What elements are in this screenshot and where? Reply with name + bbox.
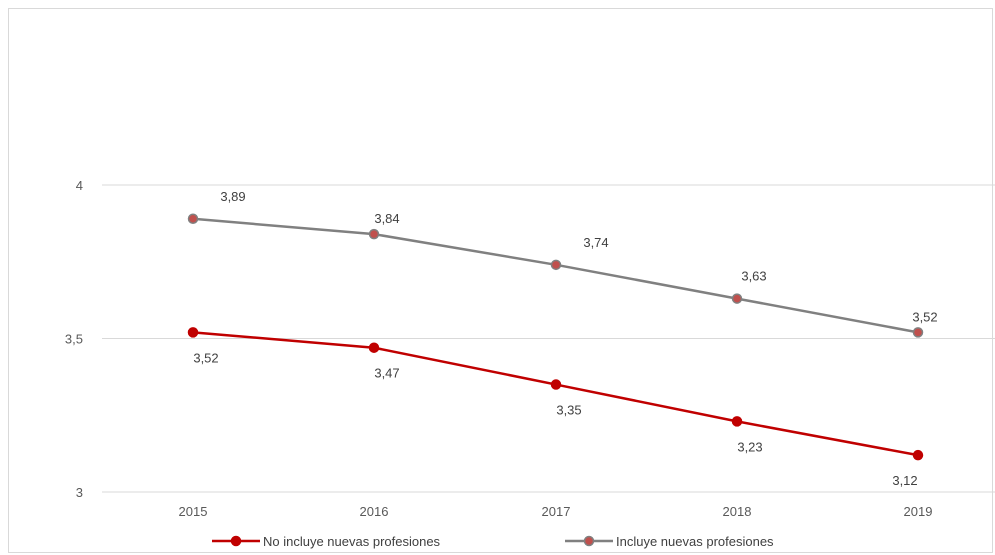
legend-swatch-marker	[583, 535, 595, 547]
data-point	[731, 293, 743, 304]
y-tick-label: 3,5	[65, 332, 83, 347]
data-point	[368, 228, 380, 240]
data-label: 3,63	[741, 269, 766, 284]
data-label: 3,84	[374, 211, 399, 226]
x-tick-label: 2015	[179, 504, 208, 519]
data-label: 3,47	[374, 366, 399, 381]
y-tick-label: 3	[76, 485, 83, 500]
data-label: 3,74	[583, 235, 608, 250]
data-point	[187, 213, 199, 225]
data-label: 3,89	[220, 189, 245, 204]
chart-frame	[8, 8, 993, 553]
data-point	[187, 327, 199, 338]
data-label: 3,12	[892, 473, 917, 488]
data-point	[731, 416, 743, 427]
data-point	[912, 327, 924, 338]
legend-swatch-marker	[230, 535, 242, 547]
data-point	[550, 379, 562, 390]
data-label: 3,35	[556, 403, 581, 418]
x-tick-label: 2019	[904, 504, 933, 519]
data-point	[368, 342, 380, 353]
series-lines	[187, 213, 924, 461]
legend-item: No incluye nuevas profesiones	[212, 534, 441, 549]
x-tick-label: 2017	[542, 504, 571, 519]
data-label: 3,52	[193, 350, 218, 365]
data-point	[550, 259, 562, 271]
x-axis-ticks: 2015 2016 2017 2018 2019	[179, 504, 933, 519]
legend-label: No incluye nuevas profesiones	[263, 534, 441, 549]
y-tick-label: 4	[76, 178, 83, 193]
data-label: 3,23	[737, 439, 762, 454]
data-label: 3,52	[912, 309, 937, 324]
data-labels: 3,52 3,47 3,35 3,23 3,12 3,89 3,84 3,74 3,63 3,52	[193, 189, 937, 488]
data-point	[912, 449, 924, 461]
legend-label: Incluye nuevas profesiones	[616, 534, 774, 549]
gridlines	[102, 184, 995, 493]
legend-item: Incluye nuevas profesiones	[565, 534, 774, 549]
series-line	[192, 331, 919, 457]
x-tick-label: 2018	[723, 504, 752, 519]
legend: No incluye nuevas profesiones Incluye nue…	[212, 534, 774, 549]
y-axis-ticks: 33,54	[65, 178, 83, 500]
x-tick-label: 2016	[360, 504, 389, 519]
series-line	[192, 217, 919, 334]
